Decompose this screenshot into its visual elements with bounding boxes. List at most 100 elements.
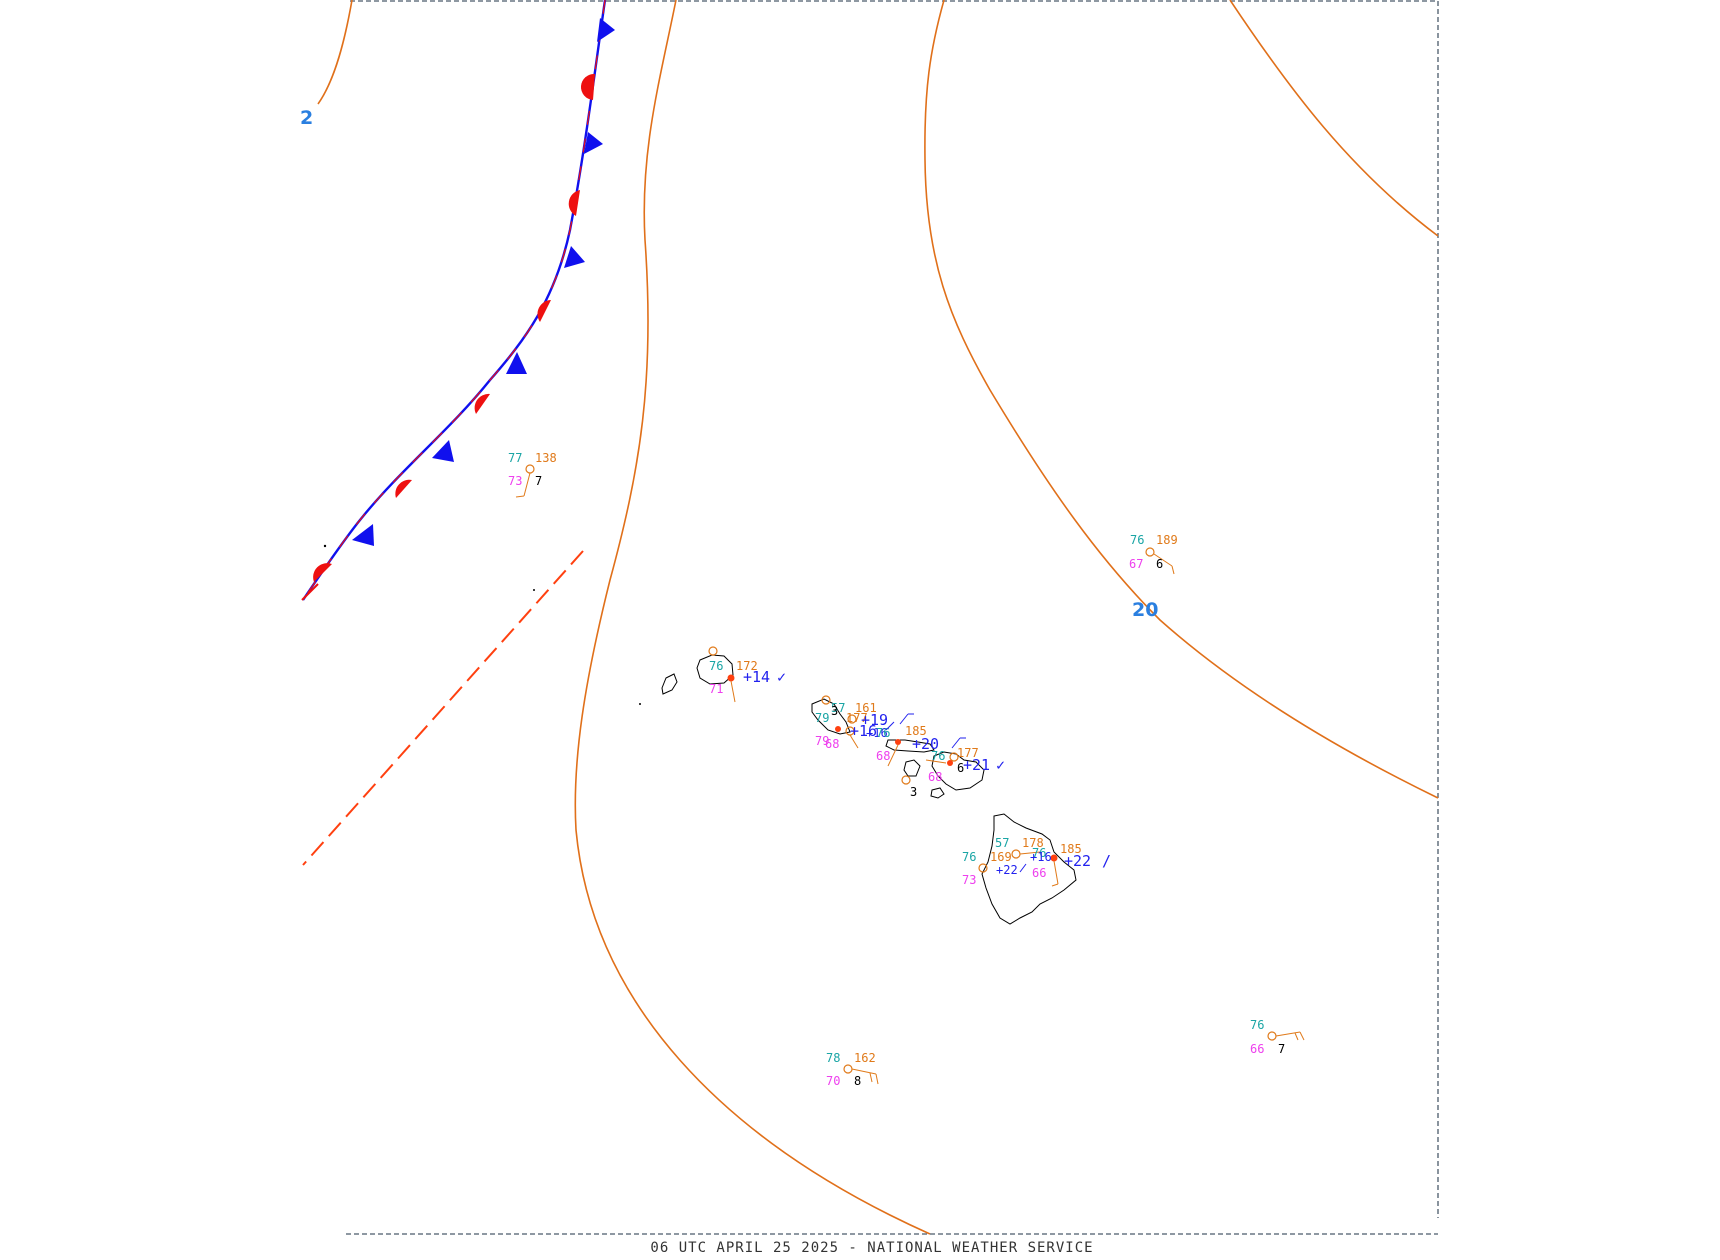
station-s-ocean: 78 162 70 8 [826, 1051, 879, 1088]
station-visibility: 7 [1278, 1042, 1285, 1056]
station-temp: 78 [826, 1051, 840, 1065]
station-temp-3: 76 [1032, 846, 1046, 860]
warm-barb-5 [395, 479, 412, 498]
wind-barb-2-feather [1051, 883, 1059, 887]
station-tendency-mark: / [1102, 852, 1111, 870]
cold-barb-1 [597, 18, 615, 42]
wind-barb [887, 744, 899, 767]
kahoolawe-coast [930, 787, 945, 799]
cold-barb-3 [564, 246, 585, 268]
station-temp: 57 [995, 836, 1009, 850]
station-circle-2 [1011, 849, 1021, 859]
warm-front-barbs [313, 73, 595, 582]
station-maui: 76 177 6 68 +21 ✓ 3 [901, 746, 1005, 799]
oahu-coast [811, 698, 851, 735]
front-tail [301, 583, 319, 601]
station-molokai: 185 68 +20 [876, 724, 966, 767]
station-dewpoint-2: 68 [825, 737, 839, 751]
wind-barb [1019, 851, 1041, 855]
molokai-coast [885, 739, 935, 753]
station-temp-2: 76 [962, 850, 976, 864]
station-circle [821, 695, 831, 705]
isobar-label-2: 2 [300, 107, 313, 129]
station-oahu: 57 161 79 3 177 +19 +16 +16 76 79 68 [815, 695, 914, 751]
warm-barb-6 [313, 563, 332, 582]
station-pressure-2: 177 [846, 711, 868, 725]
station-tendency-3: +16 [866, 726, 888, 740]
map-frame [346, 0, 1439, 1235]
wind-barb [851, 1068, 877, 1075]
station-dewpoint: 66 [1250, 1042, 1264, 1056]
wind-barb [523, 472, 531, 497]
station-dot [895, 739, 901, 745]
stationary-front-line-red [302, 0, 606, 601]
wind-barb-feather-2 [1294, 1032, 1299, 1041]
station-ne-ocean: 76 189 67 6 [1129, 533, 1178, 575]
station-kauai: 76 172 71 +14 ✓ [708, 646, 786, 703]
station-tendency: +20 [912, 735, 939, 753]
isobar-northeast [1229, 0, 1439, 237]
station-circle [1145, 547, 1155, 557]
speck-1 [323, 544, 327, 548]
cold-barb-6 [352, 524, 374, 546]
wind-barb-feather [875, 1073, 879, 1085]
station-visibility: 8 [854, 1074, 861, 1088]
station-temp: 79 [815, 711, 829, 725]
wind-barb-feather-2 [869, 1072, 873, 1083]
station-dewpoint: 67 [1129, 557, 1143, 571]
station-tendency: +21 [963, 756, 990, 774]
warm-barb-1 [580, 73, 595, 100]
wind-barb [849, 734, 859, 749]
station-pressure: 138 [535, 451, 557, 465]
station-dot [835, 726, 841, 732]
station-temp: 77 [508, 451, 522, 465]
wind-barb-feather [515, 495, 525, 498]
wind-barb [925, 759, 947, 764]
station-tendency-3: +22 [996, 863, 1018, 877]
station-temp: 76 [709, 659, 723, 673]
station-dewpoint: 68 [928, 770, 942, 784]
station-temp: 76 [931, 749, 945, 763]
station-dewpoint: 68 [876, 749, 890, 763]
tendency-slash-2 [885, 721, 895, 731]
isobar-label-20: 20 [1132, 599, 1158, 621]
isobar-central [574, 0, 931, 1235]
station-tendency-mark: ✓ [777, 668, 786, 686]
station-pressure-3: 185 [1060, 842, 1082, 856]
cold-barb-4 [506, 352, 527, 374]
wind-barb-2 [1053, 860, 1059, 885]
stationary-front [301, 0, 615, 601]
station-pressure: 177 [957, 746, 979, 760]
station-visibility: 6 [957, 761, 964, 775]
station-pressure: 161 [855, 701, 877, 715]
isobar-east [924, 0, 1439, 799]
station-tendency-mark: ✓ [996, 756, 1005, 774]
station-se-ocean: 76 66 7 [1250, 1018, 1305, 1056]
isobars [317, 0, 1439, 1235]
warm-barb-4 [474, 393, 490, 414]
speck-3 [639, 703, 641, 705]
warm-barb-2 [568, 190, 580, 216]
station-circle [1267, 1031, 1277, 1041]
tendency-slash [899, 713, 909, 725]
station-nw-ocean: 77 138 73 7 [508, 451, 557, 498]
station-temp: 76 [1130, 533, 1144, 547]
station-dewpoint: 70 [826, 1074, 840, 1088]
wind-barb [1153, 553, 1173, 567]
station-dot [1050, 854, 1058, 862]
tendency-slash [1019, 863, 1027, 873]
station-tendency: +22 [1064, 852, 1091, 870]
station-pressure: 162 [854, 1051, 876, 1065]
wind-barb-feather [1171, 565, 1175, 575]
cold-barb-5 [432, 440, 454, 462]
wind-barb-feather [1299, 1031, 1305, 1041]
tendency-slash [951, 737, 961, 749]
station-big-island: 57 178 76 169 76 185 +22 / +16 +22 66 73 [962, 836, 1111, 887]
cold-front-barbs [352, 18, 615, 546]
cold-barb-2 [584, 132, 603, 154]
warm-barb-3 [537, 300, 551, 322]
station-circle [901, 775, 911, 785]
station-dewpoint: 73 [508, 474, 522, 488]
station-dewpoint: 73 [962, 873, 976, 887]
